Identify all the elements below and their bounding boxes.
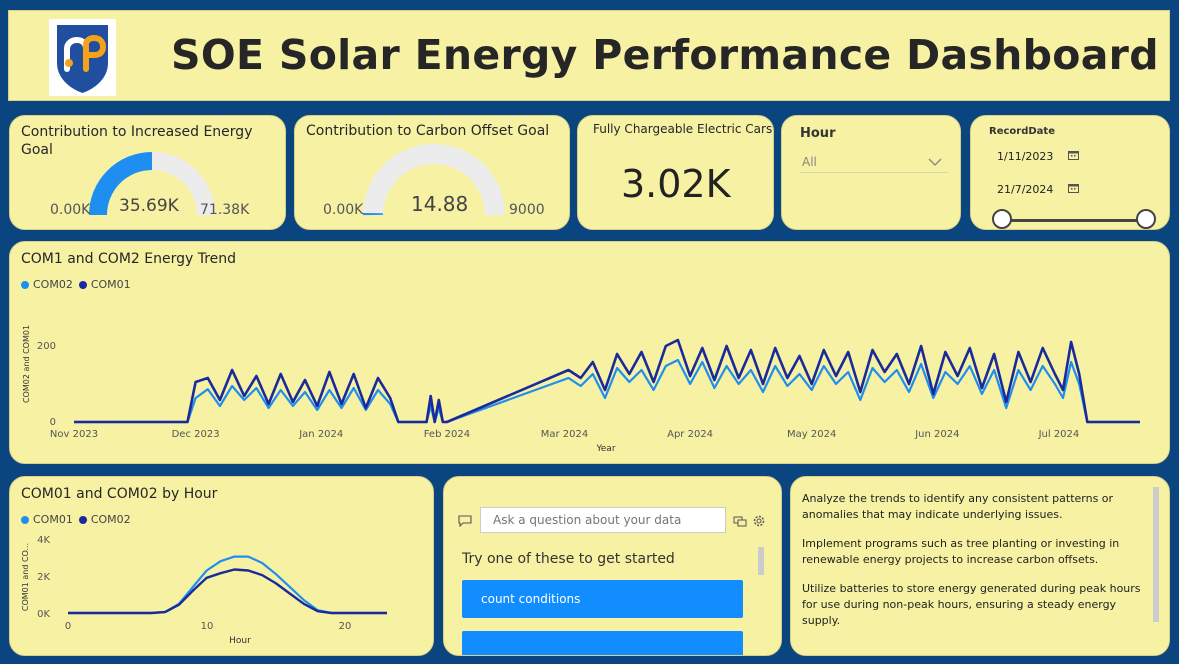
electric-cars-title: Fully Chargeable Electric Cars [593,122,773,136]
hour-line-com01 [68,555,387,615]
hour-line-com02 [68,568,387,615]
trend-xtick-label: Apr 2024 [667,429,713,440]
date-range-end-handle[interactable] [1136,209,1156,229]
carbon-goal-card[interactable]: Contribution to Carbon Offset Goal 0.00K… [294,115,570,230]
calendar-icon [1068,151,1079,160]
header-bar: SOE Solar Energy Performance Dashboard [8,10,1170,101]
trend-xtick-label: Jul 2024 [1038,429,1080,440]
chevron-down-icon [928,158,942,166]
carbon-gauge-min: 0.00K [323,202,364,218]
trend-xtick-label: May 2024 [787,429,836,440]
note-paragraph: Analyze the trends to identify any consi… [802,492,1114,521]
trend-legend: COM02 COM01 [21,278,131,291]
carbon-goal-title: Contribution to Carbon Offset Goal [306,123,550,139]
hour-ytick-0k: 0K [37,609,50,620]
energy-goal-card[interactable]: Contribution to Increased Energy Goal 0.… [9,115,286,230]
legend-label-com01: COM01 [33,513,73,526]
qa-try-label: Try one of these to get started [462,551,675,567]
notes-text: Analyze the trends to identify any consi… [802,491,1142,642]
legend-item-com01[interactable]: COM01 [78,278,131,291]
page-title: SOE Solar Energy Performance Dashboard [171,31,1159,79]
shield-logo-icon [57,25,108,93]
carbon-gauge-track [363,144,505,216]
hour-x-axis-label: Hour [229,636,251,646]
qa-scrollbar[interactable] [758,547,764,575]
qa-suggestion-button[interactable] [462,631,743,655]
date-range-track [1003,219,1147,222]
hour-xtick-20: 20 [339,621,352,632]
energy-gauge-min: 0.00K [50,202,91,218]
trend-x-axis-label: Year [595,444,615,454]
trend-chart-card[interactable]: COM1 and COM2 Energy Trend COM02 COM01 2… [9,241,1170,464]
qa-input[interactable] [480,507,726,533]
hour-chart-title: COM01 and COM02 by Hour [21,486,218,502]
end-date-value: 21/7/2024 [997,183,1054,196]
date-slicer-title: RecordDate [989,126,1055,137]
hour-slicer-title: Hour [800,126,836,141]
chat-icon [458,515,472,527]
hour-chart-plot: 4K 2K 0K COM01 and CO... 0 10 20 Hour [21,535,387,646]
qa-suggestion-button[interactable]: count conditions [462,580,743,618]
legend-label-com02: COM02 [90,513,131,526]
notes-card: Analyze the trends to identify any consi… [790,476,1170,656]
legend-label-com01: COM01 [90,278,131,291]
hour-y-axis-label: COM01 and CO... [21,543,30,611]
trend-y-axis-label: COM02 and COM01 [22,325,31,403]
hour-ytick-4k: 4K [37,535,50,546]
trend-xtick-label: Jan 2024 [298,429,343,440]
hour-dropdown[interactable]: All [800,148,948,173]
hour-dropdown-value: All [802,155,817,169]
trend-ytick-200: 200 [37,341,56,352]
trend-xtick-label: Mar 2024 [541,429,589,440]
start-date-field[interactable]: 1/11/2023 [991,146,1079,168]
hour-chart-card[interactable]: COM01 and COM02 by Hour COM01 COM02 4K 2… [9,476,434,656]
energy-gauge [89,152,215,216]
start-date-value: 1/11/2023 [997,150,1054,163]
legend-item-com01[interactable]: COM01 [21,513,73,526]
hour-slicer: Hour All [781,115,961,230]
carbon-gauge [362,144,505,216]
date-slicer: RecordDate 1/11/2023 21/7/2024 [970,115,1170,230]
hour-xtick-10: 10 [201,621,214,632]
trend-line-com02 [74,358,1140,424]
trend-x-ticks: Nov 2023 Dec 2023 Jan 2024 Feb 2024 Mar 2024… [50,429,1079,440]
end-date-field[interactable]: 21/7/2024 [991,179,1079,201]
energy-goal-title: Contribution to Increased Energy Goal [21,124,253,158]
suggestions-icon[interactable] [733,515,747,527]
notes-scrollbar[interactable] [1153,487,1159,622]
note-paragraph: Implement programs such as tree planting… [802,537,1120,566]
trend-xtick-label: Nov 2023 [50,429,98,440]
trend-xtick-label: Feb 2024 [424,429,470,440]
gear-icon[interactable] [752,514,766,528]
carbon-gauge-max: 9000 [509,202,545,218]
legend-label-com02: COM02 [33,278,73,291]
hour-legend: COM01 COM02 [21,513,131,526]
legend-item-com02[interactable]: COM02 [21,278,73,291]
hour-xtick-0: 0 [65,621,71,632]
legend-item-com02[interactable]: COM02 [78,513,131,526]
trend-line-com01 [74,338,1140,424]
qa-card: Try one of these to get started count co… [443,476,782,656]
calendar-icon [1068,184,1079,193]
electric-cars-value: 3.02K [621,162,731,206]
trend-chart-title: COM1 and COM2 Energy Trend [21,251,237,267]
trend-ytick-0: 0 [50,417,56,428]
trend-xtick-label: Jun 2024 [914,429,959,440]
energy-gauge-max: 71.38K [200,202,250,218]
date-range-start-handle[interactable] [992,209,1012,229]
logo [49,19,116,96]
energy-gauge-value: 35.69K [119,196,179,216]
carbon-gauge-value: 14.88 [411,192,469,216]
trend-xtick-label: Dec 2023 [172,429,220,440]
trend-chart-plot: 200 0 COM02 and COM01 Year Nov 2023 Dec 2… [22,325,1140,454]
energy-gauge-fill [89,152,153,216]
note-paragraph: Utilize batteries to store energy genera… [802,582,1141,627]
hour-ytick-2k: 2K [37,572,50,583]
electric-cars-card[interactable]: Fully Chargeable Electric Cars 3.02K [577,115,774,230]
